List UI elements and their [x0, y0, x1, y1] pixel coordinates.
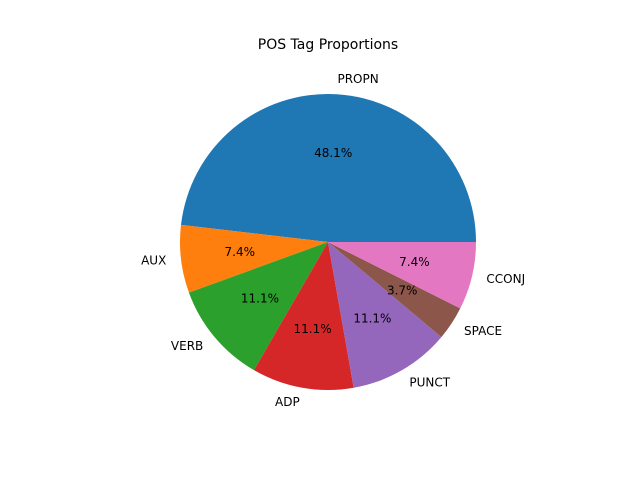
slice-labels: PROPN AUX VERB ADP PUNCT SPACE CCONJ [141, 72, 525, 409]
percent-label-adp: 11.1% [294, 322, 332, 336]
pie-slice-aux [180, 224, 328, 293]
percent-label-aux: 7.4% [225, 245, 256, 259]
chart-title: POS Tag Proportions [258, 37, 398, 53]
slice-label-space: SPACE [464, 324, 502, 338]
pie-slice-cconj [328, 242, 476, 309]
percent-label-space: 3.7% [387, 283, 418, 297]
percent-label-verb: 11.1% [241, 292, 279, 306]
slice-label-adp: ADP [275, 395, 300, 409]
percent-label-punct: 11.1% [353, 311, 391, 325]
pie-slice-propn [181, 93, 476, 243]
slice-label-punct: PUNCT [409, 375, 450, 389]
pie-slice-verb [188, 242, 328, 371]
percent-label-propn: 48.1% [314, 146, 352, 160]
pie-slice-space [328, 242, 461, 338]
percent-labels: 48.1% 7.4% 11.1% 11.1% 11.1% 3.7% 7.4% [225, 146, 430, 336]
slice-label-verb: VERB [171, 339, 203, 353]
slice-label-aux: AUX [141, 253, 166, 267]
pie-slice-adp [254, 242, 354, 390]
pie-slices [180, 93, 476, 390]
pie-slice-punct [328, 242, 442, 388]
slice-label-propn: PROPN [337, 72, 378, 86]
percent-label-cconj: 7.4% [399, 255, 430, 269]
slice-label-cconj: CCONJ [486, 272, 525, 286]
